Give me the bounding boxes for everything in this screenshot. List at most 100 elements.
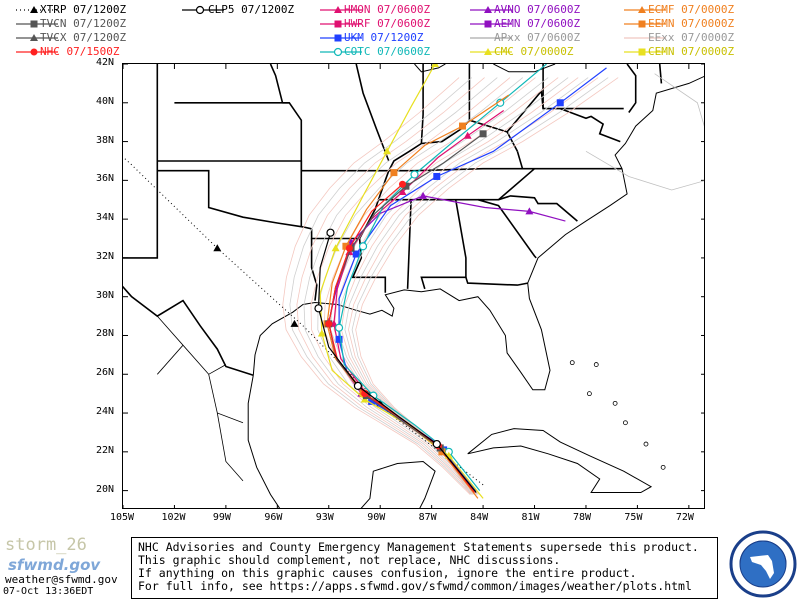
state-border <box>477 198 537 259</box>
legend-entry: EExx 07/0000Z <box>622 32 782 45</box>
state-border <box>355 64 390 162</box>
cuba-outline <box>467 428 653 493</box>
coastline <box>247 375 281 508</box>
disclaimer-line: This graphic should complement, not repl… <box>138 553 561 567</box>
mx-state-border <box>157 315 227 375</box>
legend-swatch <box>320 47 362 57</box>
forecast-point <box>438 448 446 456</box>
forecast-point <box>353 381 363 390</box>
legend-marker <box>30 48 38 56</box>
legend-swatch <box>470 37 512 39</box>
state-border <box>420 199 467 290</box>
forecast-point <box>314 304 323 313</box>
lon-label: 96W <box>264 512 283 523</box>
state-border <box>269 64 284 103</box>
lon-label: 90W <box>367 512 386 523</box>
xtrp-marker <box>213 244 222 252</box>
legend-swatch <box>624 20 666 28</box>
legend-label: HWRF 07/0600Z <box>344 17 431 30</box>
mx-state-border <box>208 374 244 424</box>
legend-swatch <box>320 6 362 13</box>
model-legend: XTRP 07/1200Z TVCN 07/1200Z TVCX 07/1200Z N… <box>0 0 800 60</box>
lat-label: 22N <box>96 444 115 456</box>
state-border <box>123 161 159 259</box>
lake-michigan <box>414 64 446 73</box>
lat-label: 42N <box>96 57 115 68</box>
forecast-point <box>432 439 441 449</box>
legend-label: TVCN 07/1200Z <box>40 17 127 30</box>
legend-label: TVCX 07/1200Z <box>40 31 127 44</box>
legend-marker <box>195 5 205 15</box>
legend-marker <box>334 20 342 28</box>
lon-label: 87W <box>418 512 437 523</box>
forecast-point <box>525 207 534 215</box>
ensemble-member <box>310 77 511 495</box>
legend-swatch <box>624 37 666 39</box>
state-border <box>406 199 412 289</box>
state-border <box>498 195 578 222</box>
lat-label: 32N <box>96 250 115 262</box>
legend-swatch <box>320 34 362 42</box>
legend-entry: APxx 07/0600Z <box>468 32 628 45</box>
xtrp-marker <box>290 319 299 327</box>
ensemble-member <box>296 77 485 495</box>
forecast-point <box>419 191 428 199</box>
state-border <box>157 169 312 230</box>
forecast-point <box>410 170 419 179</box>
lon-label: 105W <box>110 512 135 523</box>
state-border <box>310 238 318 301</box>
legend-marker <box>30 20 38 28</box>
legend-entry: CLP5 07/1200Z <box>180 4 340 17</box>
ensemble-member <box>289 77 473 495</box>
legend-marker <box>30 34 38 41</box>
legend-marker <box>334 6 342 13</box>
mx-state-border <box>157 344 184 375</box>
legend-swatch <box>624 48 666 56</box>
forecast-point <box>326 228 335 237</box>
island <box>612 400 618 406</box>
island <box>643 441 649 447</box>
mx-state-border <box>216 412 244 482</box>
forecast-point <box>402 182 410 190</box>
forecast-point <box>433 172 441 180</box>
coastline <box>252 75 704 391</box>
legend-label: CEMN 07/0000Z <box>648 45 735 58</box>
legend-entry: XTRP 07/1200Z <box>14 4 174 17</box>
state-border <box>420 64 424 144</box>
state-border <box>560 107 621 143</box>
ensemble-member <box>303 77 498 495</box>
legend-swatch <box>624 6 666 13</box>
ensemble-member <box>323 77 536 495</box>
forecast-point <box>390 169 398 177</box>
legend-swatch <box>470 48 512 55</box>
legend-marker <box>30 6 38 13</box>
lat-label: 20N <box>96 483 115 495</box>
storm-name: storm_26 <box>5 535 87 555</box>
lon-label: 102W <box>161 512 186 523</box>
brand-logo-text: sfwmd.gov <box>8 556 101 574</box>
lake-erie <box>493 64 556 73</box>
state-border <box>626 64 637 113</box>
island <box>660 464 666 470</box>
forecast-point <box>331 244 340 252</box>
us-mexico-border <box>123 285 254 376</box>
lat-label: 38N <box>96 134 115 146</box>
forecast-point <box>479 130 487 138</box>
legend-entry: CEMN 07/0000Z <box>622 46 782 59</box>
legend-entry: TVCX 07/1200Z <box>14 32 174 45</box>
legend-marker <box>638 6 646 13</box>
ensemble-member <box>355 77 619 495</box>
legend-entry: AVNO 07/0600Z <box>468 4 628 17</box>
lat-label: 28N <box>96 328 115 340</box>
model-track <box>338 64 547 491</box>
legend-marker <box>484 20 492 28</box>
forecast-point <box>463 131 472 139</box>
lon-label: 99W <box>212 512 231 523</box>
disclaimer-box: NHC Advisories and County Emergency Mana… <box>131 537 718 599</box>
state-border <box>465 277 528 286</box>
legend-label: AEMN 07/0600Z <box>494 17 581 30</box>
state-border <box>506 89 544 133</box>
legend-swatch <box>16 48 58 56</box>
legend-entry: COTC 07/0600Z <box>318 46 478 59</box>
legend-marker <box>484 48 492 55</box>
